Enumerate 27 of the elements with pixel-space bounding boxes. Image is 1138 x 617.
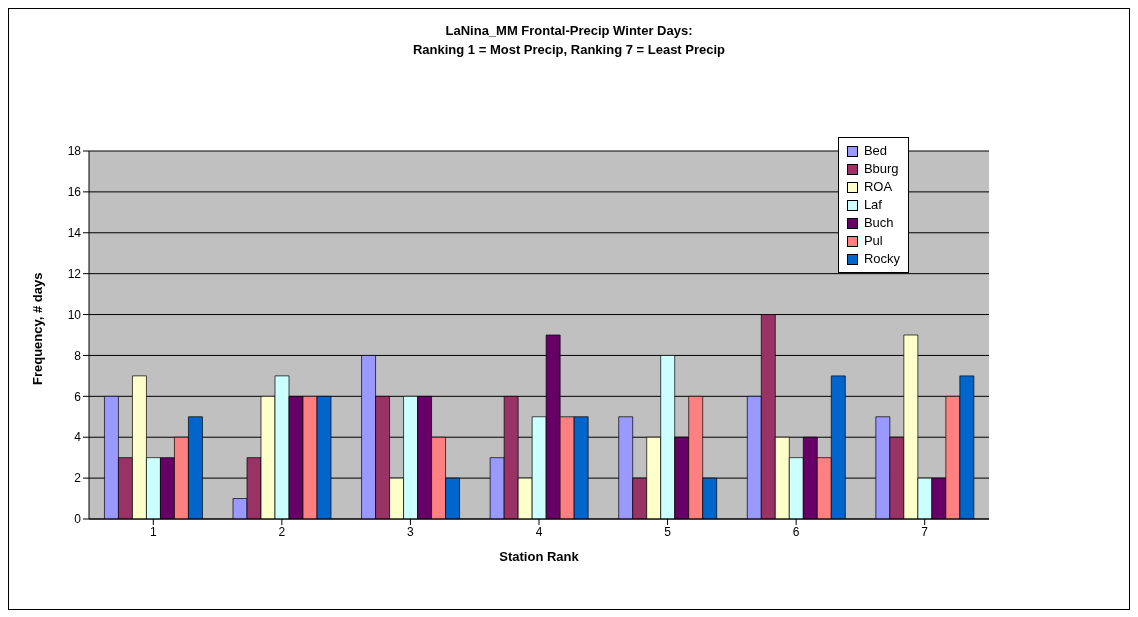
x-tick-label: 5: [664, 524, 672, 539]
x-tick-label: 1: [149, 524, 157, 539]
legend-label: Laf: [863, 196, 882, 214]
x-tick-label: 4: [535, 524, 543, 539]
x-axis-title: Station Rank: [499, 549, 580, 564]
y-tick-label: 12: [67, 266, 82, 281]
y-tick-label: 2: [74, 471, 82, 486]
chart-title: LaNina_MM Frontal-Precip Winter Days: Ranking 1 = Most Precip, Ranking 7 = Least Precip: [411, 22, 727, 59]
legend-label: Rocky: [863, 250, 900, 268]
y-tick-label: 10: [67, 307, 82, 322]
legend-label: ROA: [863, 178, 893, 196]
x-tick-label: 7: [921, 524, 929, 539]
legend-label: Bburg: [863, 160, 899, 178]
y-tick-label: 18: [67, 144, 82, 159]
y-tick-label: 0: [74, 512, 82, 527]
y-tick-label: 16: [67, 185, 82, 200]
y-tick-label: 8: [74, 348, 82, 363]
x-tick-label: 3: [407, 524, 415, 539]
y-tick-label: 4: [74, 430, 82, 445]
y-axis-title: Frequency, # days: [29, 272, 45, 385]
legend-label: Bed: [863, 142, 888, 160]
legend-label: Buch: [863, 214, 894, 232]
x-tick-label: 6: [792, 524, 800, 539]
y-tick-label: 14: [67, 226, 82, 241]
y-tick-label: 6: [74, 389, 82, 404]
x-tick-label: 2: [278, 524, 286, 539]
legend-label: Pul: [863, 232, 883, 250]
